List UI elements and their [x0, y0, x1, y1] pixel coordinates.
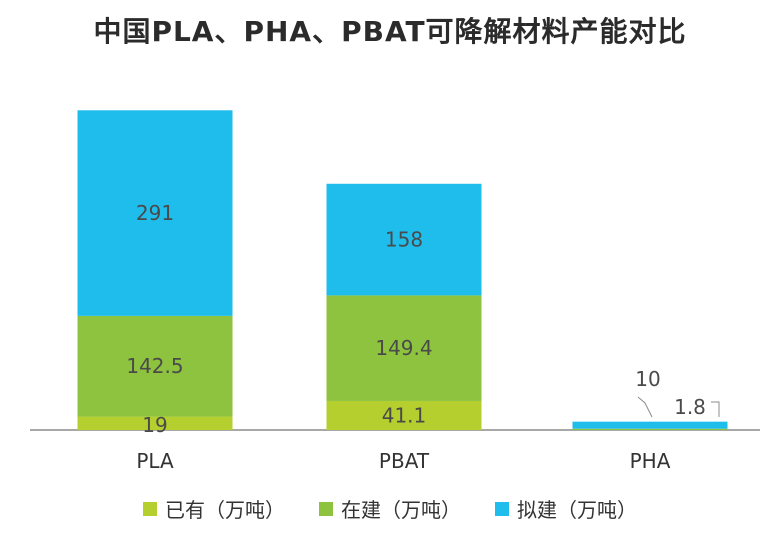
legend-item-1: 在建（万吨）	[319, 494, 461, 523]
x-tick-label-pla: PLA	[136, 449, 174, 473]
data-label-pbat-series-0: 41.1	[382, 403, 427, 427]
bar-pbat-series-2	[326, 183, 482, 296]
bar-pla-series-0	[77, 416, 233, 430]
legend-swatch-1	[319, 501, 333, 516]
data-label-pha-series-2: 10	[635, 367, 660, 391]
bar-pha-series-2	[572, 421, 728, 429]
leader-line-pha-series-2	[637, 396, 653, 418]
data-label-pla-series-1: 142.5	[126, 354, 183, 378]
legend-swatch-0	[143, 501, 157, 516]
bar-pla-series-2	[77, 110, 233, 316]
data-label-pbat-series-2: 158	[385, 228, 423, 252]
bar-pbat-series-0	[326, 400, 482, 430]
data-label-pha-series-1: 1.8	[674, 395, 706, 419]
chart-title: 中国PLA、PHA、PBAT可降解材料产能对比	[93, 15, 687, 48]
x-tick-label-pbat: PBAT	[379, 449, 430, 473]
x-tick-label-pha: PHA	[630, 449, 671, 473]
legend-label-0: 已有（万吨）	[165, 498, 285, 522]
data-label-pla-series-2: 291	[136, 201, 174, 225]
legend-item-0: 已有（万吨）	[143, 494, 285, 523]
data-label-pla-series-0: 19	[142, 413, 167, 437]
legend-label-2: 拟建（万吨）	[517, 498, 637, 522]
bar-pla-series-1	[77, 315, 233, 417]
data-label-pbat-series-1: 149.4	[375, 336, 432, 360]
legend: 已有（万吨） 在建（万吨） 拟建（万吨）	[0, 494, 780, 523]
legend-item-2: 拟建（万吨）	[495, 494, 637, 523]
bar-pha-series-1	[572, 428, 728, 430]
leader-line-pha-series-1	[711, 401, 720, 417]
legend-swatch-2	[495, 501, 509, 516]
legend-label-1: 在建（万吨）	[341, 498, 461, 522]
bar-pbat-series-1	[326, 295, 482, 401]
